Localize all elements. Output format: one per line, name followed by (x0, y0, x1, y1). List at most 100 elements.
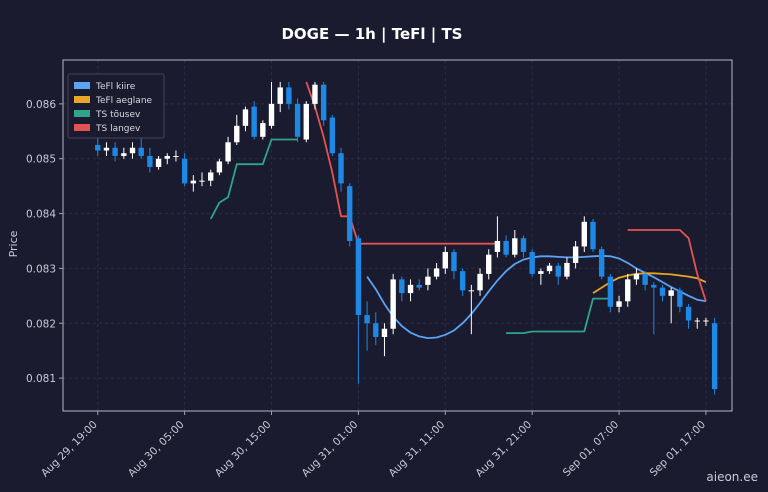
y-tick-label: 0.081 (26, 373, 56, 385)
candle-body (95, 145, 101, 151)
candle-body (486, 254, 492, 274)
candle-body (477, 273, 483, 291)
candle-body (677, 290, 683, 307)
candle-body (468, 290, 475, 292)
candle-body (260, 123, 266, 137)
candle-body (338, 153, 344, 184)
candle-body (616, 301, 622, 307)
candle-body (703, 320, 709, 322)
candle-body (694, 320, 700, 322)
candle-body (459, 271, 466, 291)
candle-body (181, 158, 188, 184)
candle-body (685, 306, 692, 321)
candle-body (373, 323, 379, 337)
y-tick-label: 0.082 (26, 318, 56, 330)
candle-body (268, 103, 275, 126)
candle-body (607, 276, 614, 307)
candle-body (147, 155, 153, 167)
legend-swatch (74, 96, 90, 103)
candle-body (564, 262, 570, 277)
legend: TeFl kiire TeFl aeglane TS tõusev TS langev (67, 73, 165, 139)
candle-body (320, 84, 327, 121)
candle-body (112, 147, 118, 156)
candle-body (546, 265, 553, 272)
legend-entry: TS tõusev (95, 110, 141, 120)
candle-body (347, 186, 353, 241)
candle-body (651, 284, 657, 288)
candle-body (121, 153, 127, 156)
candle-body (129, 147, 136, 154)
candle-body (433, 268, 440, 277)
legend-entry: TeFl aeglane (95, 96, 153, 106)
candle-body (399, 279, 405, 294)
candle-body (208, 172, 214, 181)
candle-body (625, 279, 631, 302)
candle-body (538, 271, 544, 274)
candle-body (598, 249, 605, 277)
candle-body (138, 147, 144, 156)
candle-body (390, 279, 396, 329)
candle-body (555, 265, 561, 277)
indicator-lines (209, 81, 707, 339)
candle-body (286, 87, 292, 104)
candle-body (416, 284, 422, 288)
x-tick-label: Aug 29, 19:00 (39, 419, 100, 480)
candle-body (512, 238, 518, 255)
series-line-ts-langev (305, 81, 498, 245)
x-tick-label: Aug 31, 01:00 (300, 419, 361, 480)
candle-body (190, 180, 197, 184)
candle-body (303, 103, 309, 140)
candle-body (633, 273, 640, 280)
legend-entry: TS langev (95, 124, 141, 134)
series-line-ts-t-usev (209, 138, 298, 220)
candle-body (520, 238, 527, 252)
x-tick-label: Aug 31, 21:00 (473, 419, 534, 480)
legend-swatch (74, 110, 90, 117)
series-line-ts-t-usev (506, 297, 611, 334)
candle-body (503, 240, 509, 255)
candle-body (381, 328, 388, 337)
candle-body (173, 155, 179, 157)
y-tick-label: 0.084 (26, 209, 56, 221)
candle-body (155, 158, 162, 167)
candle-body (572, 246, 579, 263)
candle-body (659, 287, 666, 296)
plot-frame (62, 59, 733, 412)
candles (95, 81, 718, 395)
candle-body (529, 251, 535, 274)
candle-body (451, 251, 457, 272)
x-tick-label: Sep 01, 17:00 (648, 419, 708, 479)
candle-body (312, 84, 318, 104)
candle-body (355, 238, 362, 316)
x-tick-label: Aug 31, 11:00 (386, 419, 447, 480)
y-tick-label: 0.086 (26, 99, 56, 111)
candle-body (234, 125, 240, 143)
candle-body (407, 284, 414, 294)
candle-body (668, 290, 674, 296)
series-line-ts-langev (627, 229, 707, 302)
candle-body (277, 87, 283, 104)
y-tick-label: 0.085 (26, 154, 56, 166)
candle-body (242, 109, 249, 126)
legend-swatch (74, 82, 90, 89)
candle-body (642, 273, 648, 285)
candle-body (225, 142, 231, 162)
x-tick-label: Aug 30, 05:00 (126, 419, 187, 480)
watermark: aieon.ee (706, 470, 758, 484)
candle-body (494, 240, 501, 252)
legend-swatch (74, 124, 90, 131)
candle-body (442, 251, 448, 269)
y-axis-label: Price (7, 230, 20, 257)
axis-ticks: Aug 29, 19:00 Aug 30, 05:00 Aug 30, 15:00 A… (26, 99, 708, 480)
candle-body (590, 221, 596, 250)
candle-body (329, 117, 336, 154)
legend-entry: TeFl kiire (95, 82, 136, 92)
candle-body (425, 276, 431, 285)
candle-body (251, 106, 257, 137)
candle-body (294, 103, 301, 137)
candle-body (711, 323, 718, 390)
candle-body (364, 315, 370, 324)
candle-body (216, 161, 223, 173)
